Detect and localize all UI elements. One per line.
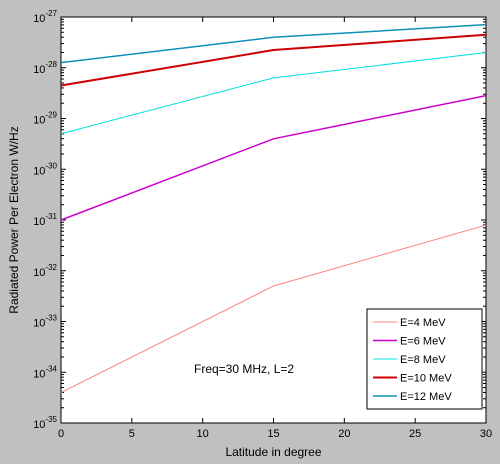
legend-label-3: E=8 MeV [400, 354, 446, 366]
legend-label-5: E=12 MeV [400, 391, 452, 403]
legend-label-2: E=6 MeV [400, 336, 446, 348]
series-line-1 [60, 224, 487, 393]
y-tick-label: 10-27 [33, 9, 57, 25]
x-tick-label: 20 [338, 428, 350, 440]
series-line-4 [60, 33, 487, 87]
y-tick-label: 10-34 [33, 364, 57, 380]
x-tick-label: 5 [129, 428, 135, 440]
x-tick-label: 15 [267, 428, 279, 440]
legend-label-4: E=10 MeV [400, 373, 452, 385]
y-tick-label: 10-29 [33, 111, 57, 127]
x-tick-label: 0 [58, 428, 64, 440]
y-tick-label: 10-28 [33, 60, 57, 76]
x-tick-label: 25 [409, 428, 421, 440]
y-tick-label: 10-30 [33, 161, 57, 177]
x-tick-label: 30 [480, 428, 492, 440]
x-tick-label: 10 [197, 428, 209, 440]
y-tick-label: 10-35 [33, 415, 57, 431]
x-axis-label: Latitude in degree [225, 445, 321, 459]
legend-label-1: E=4 MeV [400, 317, 446, 329]
series-layer [60, 23, 487, 393]
legend: E=4 MeV E=6 MeV E=8 MeV E=10 MeV E=12 MeV [366, 308, 483, 410]
y-tick-label: 10-32 [33, 263, 57, 279]
annotation: Freq=30 MHz, L=2 [194, 362, 294, 376]
series-line-3 [60, 52, 487, 135]
y-tick-label: 10-33 [33, 314, 57, 330]
y-tick-label: 10-31 [33, 212, 57, 228]
y-axis-label: Radiated Power Per Electron W/Hz [7, 126, 21, 313]
series-line-5 [60, 23, 487, 64]
series-line-2 [60, 94, 487, 221]
